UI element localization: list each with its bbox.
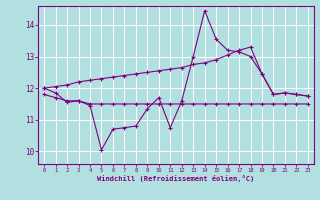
X-axis label: Windchill (Refroidissement éolien,°C): Windchill (Refroidissement éolien,°C) xyxy=(97,175,255,182)
